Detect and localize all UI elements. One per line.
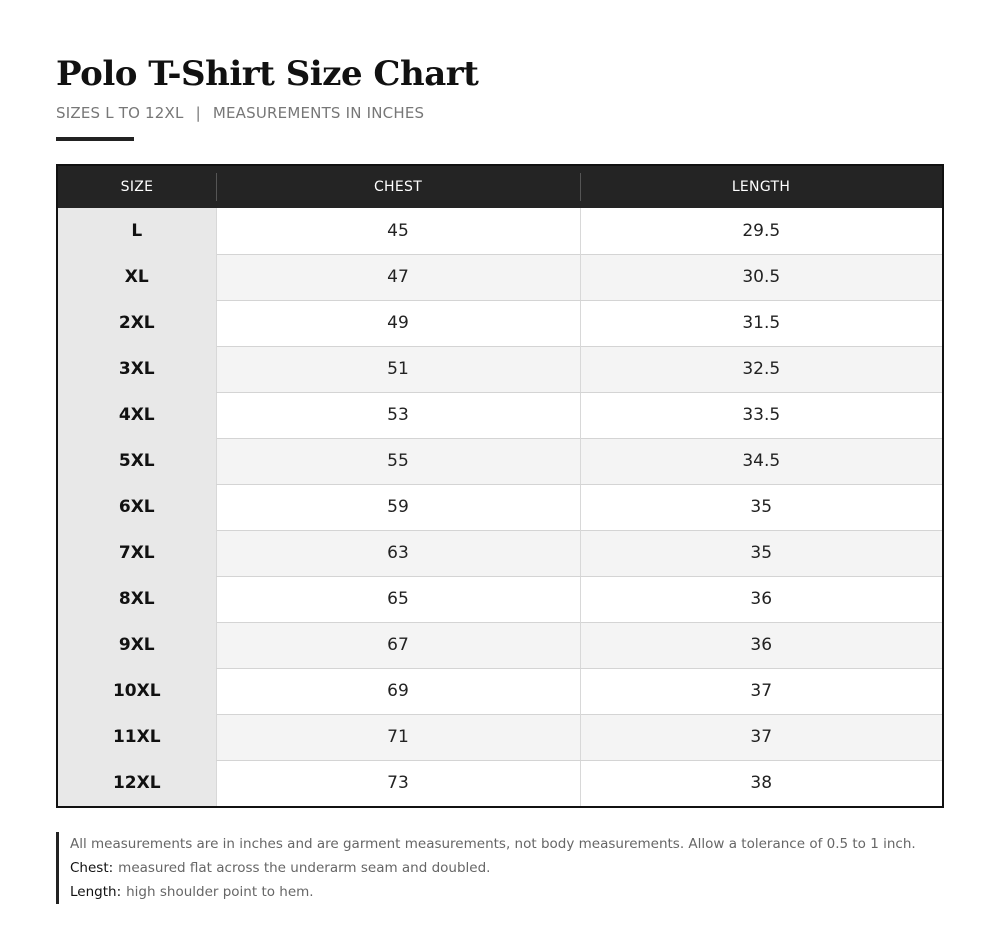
size-cell: 4XL xyxy=(58,392,216,438)
length-cell: 38 xyxy=(579,760,942,806)
length-cell: 32.5 xyxy=(579,345,942,393)
chest-cell: 65 xyxy=(215,576,580,622)
chest-cell: 53 xyxy=(215,392,580,438)
chest-cell: 49 xyxy=(215,300,580,346)
length-cell: 37 xyxy=(579,668,942,714)
size-cell: 5XL xyxy=(58,438,216,484)
table-row: 6XL 59 35 xyxy=(58,484,942,530)
note-chest-label: Chest: xyxy=(70,860,114,876)
chest-cell: 55 xyxy=(215,437,580,485)
length-cell: 29.5 xyxy=(579,208,942,254)
chest-cell: 47 xyxy=(215,253,580,301)
note-chest: Chest: measured flat across the underarm … xyxy=(70,856,950,880)
title-accent-bar xyxy=(56,137,134,141)
note-length-label: Length: xyxy=(70,884,122,900)
chest-cell: 71 xyxy=(215,713,580,761)
size-cell: 3XL xyxy=(58,346,216,392)
note-length: Length: high shoulder point to hem. xyxy=(70,880,950,904)
length-cell: 30.5 xyxy=(579,253,942,301)
measurement-notes: All measurements are in inches and are g… xyxy=(56,832,950,904)
table-row: 10XL 69 37 xyxy=(58,668,942,714)
size-cell: 12XL xyxy=(58,760,216,806)
size-cell: 2XL xyxy=(58,300,216,346)
size-cell: 10XL xyxy=(58,668,216,714)
page-title: Polo T-Shirt Size Chart xyxy=(56,54,479,94)
subtitle-separator: | xyxy=(195,104,201,122)
length-cell: 36 xyxy=(579,621,942,669)
chest-cell: 63 xyxy=(215,529,580,577)
size-cell: 6XL xyxy=(58,484,216,530)
length-cell: 33.5 xyxy=(579,392,942,438)
column-header-length: LENGTH xyxy=(580,166,942,208)
size-cell: 7XL xyxy=(58,530,216,576)
size-cell: 9XL xyxy=(58,622,216,668)
chest-cell: 69 xyxy=(215,668,580,714)
table-row: 11XL 71 37 xyxy=(58,713,942,761)
column-header-chest: CHEST xyxy=(216,166,580,208)
table-header-row: SIZE CHEST LENGTH xyxy=(58,166,942,208)
table-row: L 45 29.5 xyxy=(58,208,942,254)
chest-cell: 59 xyxy=(215,484,580,530)
length-cell: 31.5 xyxy=(579,300,942,346)
size-cell: XL xyxy=(58,254,216,300)
note-general: All measurements are in inches and are g… xyxy=(70,836,916,852)
size-cell: L xyxy=(58,208,216,254)
length-cell: 35 xyxy=(579,484,942,530)
subtitle-units: MEASUREMENTS IN INCHES xyxy=(212,104,425,122)
length-cell: 34.5 xyxy=(579,437,942,485)
length-cell: 36 xyxy=(579,576,942,622)
table-body: L 45 29.5 XL 47 30.5 2XL 49 31.5 3XL 51 32.5 4XL 53 33… xyxy=(58,208,942,806)
table-row: 12XL 73 38 xyxy=(58,760,942,806)
length-cell: 35 xyxy=(579,529,942,577)
size-chart-table: SIZE CHEST LENGTH L 45 29.5 XL 47 30.5 2XL 49 31… xyxy=(56,164,944,808)
chest-cell: 51 xyxy=(215,345,580,393)
chest-cell: 67 xyxy=(215,621,580,669)
note-chest-text: measured flat across the underarm seam a… xyxy=(118,860,491,876)
table-row: 2XL 49 31.5 xyxy=(58,300,942,346)
chest-cell: 45 xyxy=(215,208,580,254)
note-length-text: high shoulder point to hem. xyxy=(126,884,314,900)
table-row: 8XL 65 36 xyxy=(58,576,942,622)
size-cell: 8XL xyxy=(58,576,216,622)
table-row: 9XL 67 36 xyxy=(58,621,942,669)
size-cell: 11XL xyxy=(58,714,216,760)
table-row: 4XL 53 33.5 xyxy=(58,392,942,438)
column-header-size: SIZE xyxy=(120,179,154,195)
table-row: 3XL 51 32.5 xyxy=(58,345,942,393)
table-row: 5XL 55 34.5 xyxy=(58,437,942,485)
chest-cell: 73 xyxy=(215,760,580,806)
subtitle-sizes: SIZES L TO 12XL xyxy=(56,104,184,122)
table-row: 7XL 63 35 xyxy=(58,529,942,577)
page-subtitle: SIZES L TO 12XL | MEASUREMENTS IN INCHES xyxy=(56,103,424,123)
length-cell: 37 xyxy=(579,713,942,761)
table-row: XL 47 30.5 xyxy=(58,253,942,301)
